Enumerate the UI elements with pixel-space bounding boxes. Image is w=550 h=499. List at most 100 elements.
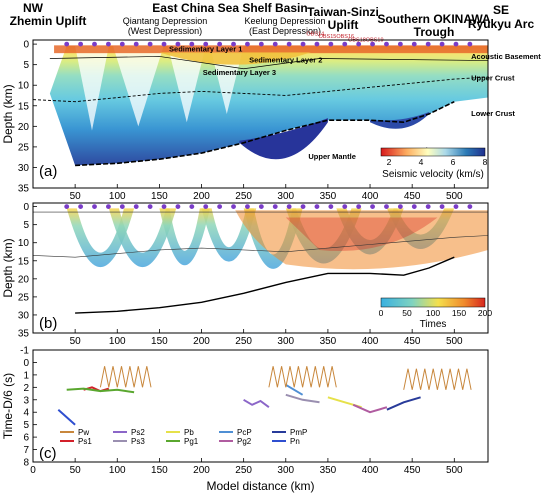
obs-station-marker — [231, 41, 236, 47]
region-taiwan-sinzi-label: Taiwan-Sinzi — [307, 5, 379, 19]
obs-station-marker — [397, 204, 403, 210]
y-tick-label: 6 — [23, 433, 29, 444]
moho-line — [75, 100, 455, 167]
legend-label: PmP — [290, 428, 307, 437]
colorbar-tick-label: 0 — [379, 308, 384, 318]
colorbar-tick-label: 200 — [478, 308, 492, 318]
y-tick-label: 0 — [23, 40, 29, 51]
obs-station-marker — [78, 41, 84, 47]
x-tick-label: 400 — [362, 191, 379, 202]
series-line-ps2 — [243, 398, 270, 409]
panel-b-ray-coverage: 0 5 10 15 20 25 30 35 50 100 150 200 250 300 350 400 450… — [1, 202, 492, 347]
obs-station-marker — [92, 41, 97, 47]
obs-station-marker — [425, 204, 431, 210]
panel-label-a: (a) — [39, 163, 57, 180]
legend-label: Ps3 — [131, 437, 145, 446]
obs-station-marker — [258, 204, 264, 210]
legend-label: Pb — [184, 428, 194, 437]
x-tick-label: 100 — [109, 465, 126, 476]
colorbar-tick-label: 4 — [419, 157, 424, 167]
y-tick-label: 2 — [23, 383, 29, 394]
x-tick-label: 300 — [277, 465, 294, 476]
obs-station-marker — [370, 204, 375, 210]
obs-station-marker — [64, 41, 70, 47]
region-se-label: SE — [492, 3, 509, 17]
crust-boundary-line — [32, 235, 489, 258]
y-tick-label: 0 — [23, 202, 29, 213]
obs-station-marker — [356, 41, 362, 47]
x-tick-label: 100 — [109, 191, 126, 202]
ray-shadow-wedge — [167, 46, 206, 123]
obs-station-marker — [203, 41, 209, 47]
obs-station-marker — [342, 204, 348, 210]
obs-station-marker — [286, 204, 292, 210]
x-tick-label: 500 — [446, 336, 463, 347]
obs-station-marker — [300, 204, 306, 210]
x-tick-label: 350 — [320, 465, 337, 476]
axis-label-distance: Model distance (km) — [206, 479, 314, 493]
x-tick-label: 200 — [193, 465, 210, 476]
obs-station-marker — [119, 204, 125, 210]
obs-station-marker — [119, 41, 125, 47]
x-tick-label: 400 — [362, 336, 379, 347]
series-line-pg2 — [352, 403, 388, 414]
x-tick-label: 300 — [277, 336, 294, 347]
obs-station-marker — [453, 41, 459, 47]
annotation-label: Sedimentary Layer 1 — [169, 45, 242, 54]
obs-station-marker — [161, 204, 167, 210]
obs-station-marker — [106, 41, 111, 47]
x-tick-label: 250 — [235, 336, 252, 347]
ray-shadow-wedge — [75, 46, 109, 131]
x-tick-label: 250 — [235, 191, 252, 202]
legend-label: Ps2 — [131, 428, 145, 437]
obs-station-marker — [203, 204, 209, 210]
y-tick-label: 10 — [18, 238, 30, 249]
sediment-layer-1 — [54, 45, 488, 54]
obs-station-marker — [467, 41, 473, 47]
x-tick-label: 200 — [193, 336, 210, 347]
panel-label-b: (b) — [39, 315, 57, 332]
panel-a-velocity-model: Sedimentary Layer 1 Sedimentary Layer 2 Se… — [1, 31, 541, 202]
obs-station-marker — [314, 41, 320, 47]
y-tick-label: 8 — [23, 458, 29, 469]
x-tick-label: 350 — [320, 191, 337, 202]
axis-label-time: Time-D/6 (s) — [1, 373, 15, 439]
obs-station-marker — [161, 41, 167, 47]
region-qiantang-sub-label: (West Depression) — [127, 26, 203, 36]
upper-mantle-zone — [239, 118, 328, 160]
basement-line — [49, 56, 489, 70]
obs-station-marker — [300, 41, 306, 47]
annotation-label: Upper Mantle — [308, 152, 356, 161]
annotation-label: Acoustic Basement — [471, 52, 541, 61]
annotation-label: Sedimentary Layer 3 — [203, 68, 276, 77]
series-line-pcp — [285, 383, 304, 396]
x-tick-label: 450 — [404, 336, 421, 347]
obs-station-marker — [286, 41, 292, 47]
ray-shadow-wedge — [113, 46, 164, 127]
obs-station-marker — [175, 204, 181, 210]
y-tick-label: 0 — [23, 358, 29, 369]
region-keelung-depression-label: Keelung Depression — [244, 16, 326, 26]
x-tick-label: 450 — [404, 465, 421, 476]
y-tick-label: 25 — [18, 142, 30, 153]
plot-frame — [32, 39, 489, 189]
series-line-pmp — [386, 396, 421, 411]
region-taiwan-sinzi-sub-label: Uplift — [327, 18, 359, 32]
obs-station-marker — [147, 204, 153, 210]
obs-station-marker — [272, 204, 278, 210]
obs-station-marker — [175, 41, 181, 47]
moho-line — [75, 256, 455, 314]
obs-station-marker — [147, 41, 153, 47]
obs-station-marker — [342, 41, 348, 47]
y-tick-label: 5 — [23, 60, 29, 71]
times-colorbar — [380, 297, 486, 308]
obs-station-marker — [217, 204, 223, 210]
legend-label: Pg1 — [184, 437, 199, 446]
region-keelung-sub-label: (East Depression) — [248, 26, 322, 36]
region-shelf-basin-label: East China Sea Shelf Basin — [152, 1, 308, 15]
y-tick-label: 5 — [23, 420, 29, 431]
y-tick-label: 25 — [18, 292, 30, 303]
obs-station-marker — [411, 41, 417, 47]
x-tick-label: 150 — [151, 336, 168, 347]
